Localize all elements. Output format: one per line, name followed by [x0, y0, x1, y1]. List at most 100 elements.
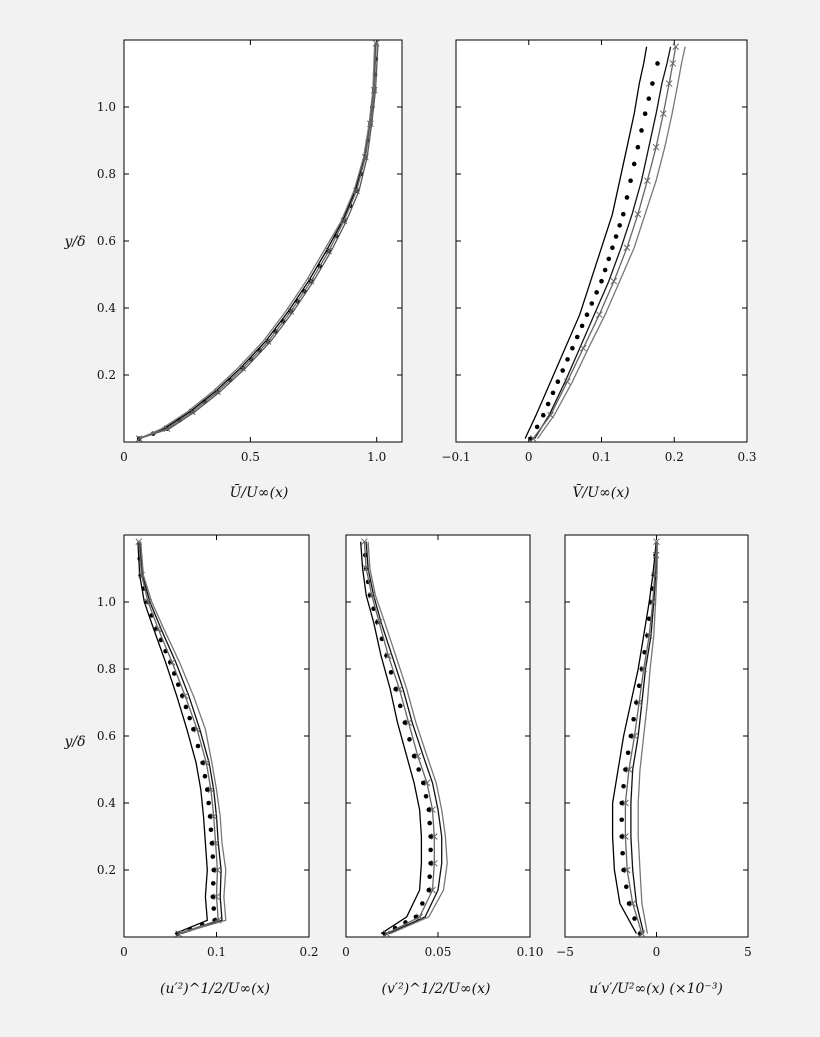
series-point-dot — [541, 412, 546, 418]
series-point-dot — [606, 256, 612, 262]
series-point-dot — [426, 807, 432, 812]
series-point-dot — [210, 854, 216, 859]
x-axis-label-u-rms: (u′²)^1/2/U∞(x) — [160, 981, 270, 997]
series-point-dot — [602, 267, 608, 273]
series-point-x — [595, 311, 603, 319]
series-point-dot — [210, 881, 216, 886]
series-point-x — [645, 632, 653, 639]
series-point-x — [631, 732, 638, 740]
series-point-dot — [619, 817, 625, 823]
series-point-dot — [534, 424, 540, 430]
panel-mean-v: V̄/U∞(x) −0.1 0 0.1 0.2 0.3 — [441, 39, 757, 501]
y-tick-label: 0.2 — [97, 368, 116, 382]
series-point-dot — [207, 814, 213, 819]
series-point-dot — [584, 312, 590, 318]
series-point-dot — [191, 727, 196, 732]
x-tick-label: 0.2 — [299, 945, 318, 959]
series-point-x — [579, 344, 587, 352]
x-tick-label: 0.10 — [517, 945, 544, 959]
x-tick-label: 0.5 — [241, 450, 260, 464]
series-point-x — [622, 833, 629, 840]
series-point-dot — [631, 161, 637, 167]
series-point-dot — [183, 704, 189, 710]
series-point-x — [212, 839, 219, 847]
x-tick-label: −5 — [556, 945, 574, 959]
series-point-x — [429, 806, 436, 814]
series-line-1 — [611, 541, 657, 934]
series-point-dot — [574, 334, 580, 340]
series-point-dot — [646, 96, 652, 101]
series-line-3 — [637, 541, 659, 934]
y-tick-label: 0.2 — [97, 863, 116, 877]
series-point-dot — [428, 834, 433, 839]
series-point-dot — [423, 794, 429, 799]
plot-frame — [564, 534, 749, 938]
series-point-dot — [594, 290, 599, 295]
series-line-1 — [524, 46, 648, 439]
series-point-x — [653, 538, 660, 546]
series-point-dot — [625, 750, 631, 756]
series-point-x — [135, 538, 143, 546]
series-point-x — [430, 859, 438, 867]
series-point-dot — [202, 773, 208, 779]
y-axis-label: y/δ — [63, 234, 85, 250]
series-point-dot — [420, 780, 426, 786]
x-tick-label: 0 — [653, 945, 661, 959]
panel-reynolds-stress: u′v′/U²∞(x) (×10⁻³) −5 0 5 — [556, 534, 752, 997]
series-point-x — [367, 120, 374, 128]
series-point-x — [202, 759, 210, 767]
series-point-x — [423, 779, 431, 787]
series-point-x — [193, 725, 201, 733]
series-point-x — [430, 833, 438, 840]
series-point-dot — [628, 178, 633, 183]
x-axis-label-mean-u: Ū/U∞(x) — [230, 483, 289, 501]
series-point-x — [640, 665, 648, 673]
x-tick-label: 5 — [744, 945, 752, 959]
series-point-dot — [428, 861, 433, 866]
x-tick-label: 0.3 — [737, 450, 756, 464]
series-line-2 — [138, 43, 379, 440]
series-point-x — [635, 699, 643, 706]
series-point-x — [563, 378, 571, 386]
series-point-dot — [613, 234, 619, 239]
series-point-dot — [393, 686, 398, 692]
series-point-dot — [650, 81, 655, 86]
series-point-dot — [565, 357, 570, 362]
series-point-dot — [388, 670, 394, 675]
series-point-x — [239, 364, 247, 372]
series-point-dot — [420, 901, 425, 906]
series-point-dot — [545, 401, 551, 407]
series-point-x — [370, 86, 378, 94]
series-point-x — [154, 625, 162, 633]
series-point-x — [163, 425, 171, 432]
series-point-dot — [639, 128, 644, 133]
x-tick-label: 0.1 — [592, 450, 611, 464]
series-point-x — [623, 244, 631, 252]
series-point-dot — [211, 867, 217, 873]
plot-frame — [123, 534, 310, 938]
series-point-x — [629, 900, 637, 907]
x-tick-label: 0.2 — [665, 450, 684, 464]
panel-u-rms: y/δ (u′²)^1/2/U∞(x) 0 0.1 0.2 0.2 0.4 0.6 0.8 1… — [63, 534, 319, 997]
series-point-dot — [550, 390, 556, 396]
series-point-x — [643, 177, 651, 185]
series-point-dot — [555, 379, 561, 385]
series-point-dot — [626, 901, 632, 906]
series-point-x — [405, 719, 412, 726]
series-line-2 — [365, 541, 443, 935]
x-tick-label: −0.1 — [441, 450, 470, 464]
x-axis-label-reynolds-stress: u′v′/U²∞(x) (×10⁻³) — [589, 981, 723, 997]
y-tick-label: 1.0 — [97, 100, 116, 114]
series-point-x — [383, 930, 390, 938]
series-point-dot — [200, 760, 205, 766]
series-point-dot — [428, 847, 433, 853]
series-point-dot — [210, 894, 216, 900]
y-tick-label: 0.4 — [97, 301, 116, 315]
series-point-dot — [208, 827, 214, 833]
series-line-3 — [138, 43, 376, 440]
series-point-dot — [642, 111, 648, 116]
series-point-dot — [655, 61, 660, 66]
x-axis-label-v-rms: (v′²)^1/2/U∞(x) — [382, 981, 491, 997]
x-tick-label: 0 — [342, 945, 350, 959]
y-tick-label: 0.6 — [97, 729, 116, 743]
